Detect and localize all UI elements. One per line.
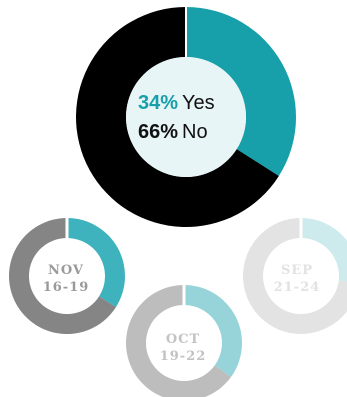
slice-nov-no [8, 218, 116, 334]
chart-label-nov-month: NOV [47, 263, 85, 278]
slice-main-yes [186, 7, 296, 176]
legend-no-value: 66% [138, 121, 179, 143]
legend-row-no: 66% No [138, 118, 238, 147]
chart-label-nov: NOV 16-19 [31, 262, 101, 296]
chart-label-oct: OCT 19-22 [148, 331, 218, 365]
donut-main [75, 7, 296, 228]
donut-sep [243, 218, 347, 334]
slice-sep-yes [301, 218, 347, 282]
slice-main-no [75, 7, 279, 228]
donut-center-main [126, 57, 246, 177]
slice-oct-no [126, 285, 231, 397]
chart-label-oct-month: OCT [165, 332, 201, 347]
legend-yes-label: Yes [182, 92, 215, 114]
chart-label-sep-dates: 21-24 [273, 280, 321, 295]
chart-label-oct-dates: 19-22 [159, 349, 207, 364]
slice-nov-yes [67, 218, 125, 308]
donut-oct [126, 285, 242, 397]
chart-label-sep: SEP 21-24 [262, 262, 332, 296]
main-chart-legend: 34% Yes 66% No [138, 89, 238, 147]
donut-nov [8, 218, 125, 334]
legend-row-yes: 34% Yes [138, 89, 238, 118]
legend-no-label: No [182, 121, 208, 143]
slice-oct-yes [184, 285, 242, 378]
slice-sep-no [243, 218, 347, 334]
chart-label-nov-dates: 16-19 [42, 280, 90, 295]
chart-label-sep-month: SEP [280, 263, 314, 278]
legend-yes-value: 34% [138, 92, 179, 114]
